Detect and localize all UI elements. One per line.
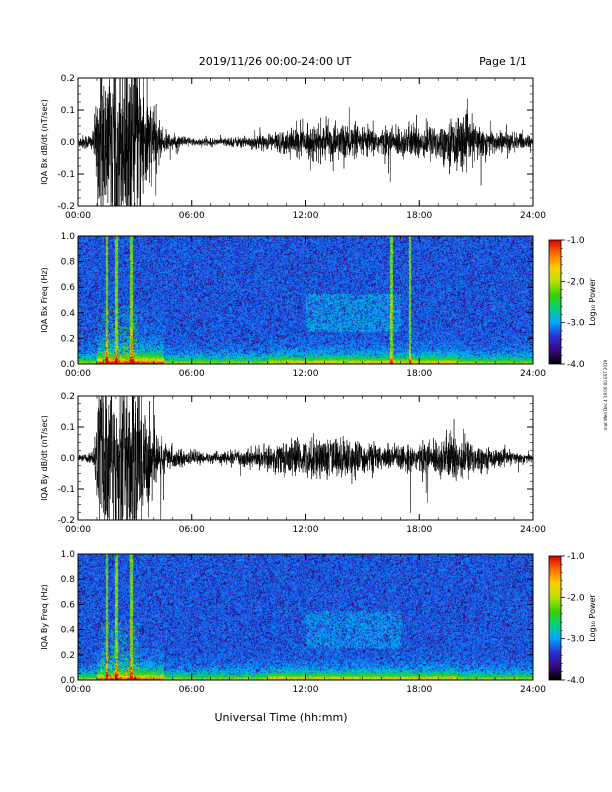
colorbar-tick-label: -1.0 — [567, 236, 585, 246]
x-tick-label: 24:00 — [520, 525, 546, 535]
dbdt-series-line — [78, 78, 533, 206]
colorbar-bottom-ticks: -1.0 -2.0 -3.0 -4.0 — [561, 552, 585, 686]
y-tick-label: 0.1 — [61, 423, 75, 433]
x-tick-label: 06:00 — [179, 211, 205, 221]
x-tick-label: 00:00 — [65, 369, 91, 379]
colorbar-tick-label: -1.0 — [567, 552, 585, 562]
y-tick-label: -0.1 — [57, 485, 75, 495]
x-tick-label: 12:00 — [293, 685, 319, 695]
colorbar-top-frame — [548, 239, 562, 365]
by-spectrogram-image — [78, 554, 533, 680]
colorbar-top-label: Log₁₀ Power — [588, 278, 597, 326]
y-tick-label: 0.2 — [61, 392, 75, 402]
x-tick-label: 12:00 — [293, 369, 319, 379]
y-tick-label: 1.0 — [61, 232, 76, 242]
y-tick-label: 0.2 — [61, 334, 75, 344]
bx-freq-axes: 00:00 06:00 12:00 18:00 24:00 1.0 0.8 0.6 0.4 0.2… — [61, 232, 547, 379]
by-freq-ylabel: IQA By Freq (Hz) — [40, 584, 49, 650]
y-tick-label: 0.2 — [61, 74, 75, 84]
y-tick-label: -0.2 — [57, 516, 75, 526]
x-tick-label: 24:00 — [520, 369, 546, 379]
y-tick-label: 0.6 — [61, 600, 76, 610]
x-tick-label: 18:00 — [406, 369, 432, 379]
x-tick-label: 24:00 — [520, 685, 546, 695]
x-tick-label: 24:00 — [520, 211, 546, 221]
x-tick-label: 18:00 — [406, 685, 432, 695]
y-tick-label: -0.1 — [57, 170, 75, 180]
x-tick-label: 00:00 — [65, 685, 91, 695]
colorbar-tick-label: -2.0 — [567, 277, 585, 287]
y-tick-label: 0.1 — [61, 106, 75, 116]
colorbar-tick-label: -4.0 — [567, 676, 585, 686]
by-dbdt-ylabel: IQA By dB/dt (nT/sec) — [40, 415, 49, 501]
colorbar-top: -1.0 -2.0 -3.0 -4.0 Log₁₀ Power — [548, 236, 597, 370]
side-timestamp: mat Wed Dec 4 19:00:00 EST 2019 — [603, 359, 608, 430]
y-tick-label: 0.6 — [61, 283, 76, 293]
x-tick-label: 18:00 — [406, 211, 432, 221]
panel-bx-freq: 00:00 06:00 12:00 18:00 24:00 1.0 0.8 0.6 0.4 0.2… — [40, 232, 546, 379]
colorbar-top-image — [549, 240, 561, 364]
bx-spectrogram-image — [78, 236, 533, 364]
by-dbdt-axes: 00:00 06:00 12:00 18:00 24:00 0.2 0.1 0.0 -0.1 -0… — [57, 392, 546, 535]
by-freq-axes: 00:00 06:00 12:00 18:00 24:00 1.0 0.8 0.6 0.4 0.2… — [61, 550, 547, 695]
y-tick-label: 0.0 — [61, 676, 76, 686]
bx-freq-ylabel: IQA Bx Freq (Hz) — [40, 267, 49, 333]
y-tick-label: 0.0 — [61, 138, 76, 148]
page-indicator: Page 1/1 — [479, 55, 527, 68]
colorbar-bottom-frame — [548, 555, 562, 681]
x-tick-label: 12:00 — [293, 211, 319, 221]
colorbar-bottom-label: Log₁₀ Power — [588, 594, 597, 642]
y-tick-label: 0.0 — [61, 360, 76, 370]
panel-by-dbdt: 00:00 06:00 12:00 18:00 24:00 0.2 0.1 0.0 -0.1 -0… — [40, 392, 546, 535]
x-tick-label: 06:00 — [179, 525, 205, 535]
x-tick-label: 00:00 — [65, 211, 91, 221]
chart-title: 2019/11/26 00:00-24:00 UT — [199, 55, 352, 68]
colorbar-top-ticks: -1.0 -2.0 -3.0 -4.0 — [561, 236, 585, 370]
bx-dbdt-ylabel: IQA Bx dB/dt (nT/sec) — [40, 99, 49, 185]
y-tick-label: 0.4 — [61, 626, 76, 636]
x-tick-label: 06:00 — [179, 685, 205, 695]
dbdt-series-line — [78, 396, 533, 520]
y-tick-label: 0.0 — [61, 454, 76, 464]
y-tick-label: 0.4 — [61, 309, 76, 319]
y-tick-label: 1.0 — [61, 550, 76, 560]
x-tick-label: 06:00 — [179, 369, 205, 379]
x-axis-label: Universal Time (hh:mm) — [215, 711, 348, 724]
y-tick-label: 0.8 — [61, 258, 76, 268]
bx-dbdt-axes: 00:00 06:00 12:00 18:00 24:00 0.2 0.1 0.0 -0.1 -0… — [57, 74, 546, 221]
colorbar-bottom: -1.0 -2.0 -3.0 -4.0 Log₁₀ Power — [548, 552, 597, 686]
x-tick-label: 18:00 — [406, 525, 432, 535]
colorbar-tick-label: -2.0 — [567, 593, 585, 603]
y-tick-label: 0.8 — [61, 575, 76, 585]
panel-bx-dbdt: 00:00 06:00 12:00 18:00 24:00 0.2 0.1 0.0 -0.1 -0… — [40, 74, 546, 221]
colorbar-tick-label: -4.0 — [567, 360, 585, 370]
colorbar-tick-label: -3.0 — [567, 635, 585, 645]
panel-by-freq: 00:00 06:00 12:00 18:00 24:00 1.0 0.8 0.6 0.4 0.2… — [40, 550, 546, 695]
y-tick-label: 0.2 — [61, 651, 75, 661]
x-tick-label: 00:00 — [65, 525, 91, 535]
colorbar-tick-label: -3.0 — [567, 319, 585, 329]
x-tick-label: 12:00 — [293, 525, 319, 535]
colorbar-bottom-image — [549, 556, 561, 680]
y-tick-label: -0.2 — [57, 202, 75, 212]
bx-dbdt-trace — [78, 78, 533, 206]
by-dbdt-trace — [78, 396, 533, 520]
